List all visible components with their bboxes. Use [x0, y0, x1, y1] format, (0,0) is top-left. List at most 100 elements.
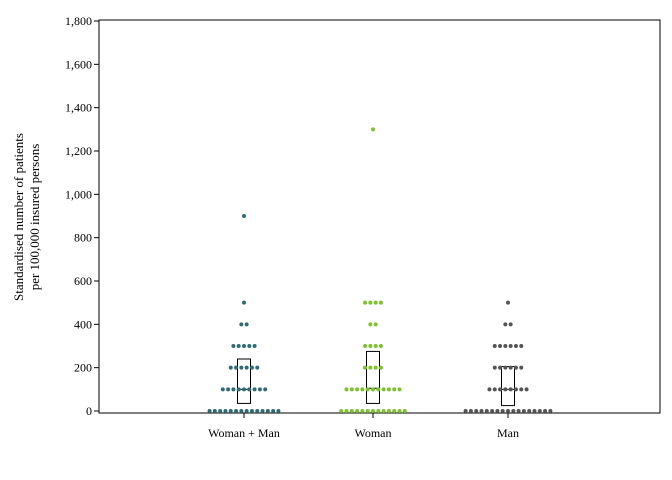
- data-point: [239, 322, 244, 327]
- data-point: [386, 387, 391, 392]
- data-point: [252, 387, 257, 392]
- data-point: [228, 409, 233, 413]
- data-point: [474, 409, 479, 413]
- data-point: [503, 322, 508, 327]
- data-point: [218, 409, 223, 413]
- y-tick-label: 200: [74, 361, 92, 375]
- data-point: [519, 387, 524, 392]
- data-point: [265, 409, 270, 413]
- data-point: [490, 409, 495, 413]
- data-point: [492, 344, 497, 348]
- data-point: [508, 365, 513, 370]
- series-group: [463, 300, 553, 413]
- data-point: [223, 409, 228, 413]
- data-point: [234, 365, 239, 370]
- data-point: [368, 300, 373, 305]
- data-point: [368, 322, 373, 327]
- data-point: [373, 344, 378, 348]
- data-point: [492, 387, 497, 392]
- data-point: [376, 387, 381, 392]
- y-tick-label: 1,200: [65, 144, 92, 158]
- data-point: [508, 322, 513, 327]
- data-point: [503, 344, 508, 348]
- data-point: [508, 344, 513, 348]
- data-point: [378, 344, 383, 348]
- data-point: [373, 300, 378, 305]
- x-category-label: Woman + Man: [208, 426, 280, 440]
- data-point: [242, 344, 246, 348]
- data-point: [402, 409, 407, 413]
- data-point: [373, 322, 378, 327]
- data-point: [537, 409, 542, 413]
- data-point: [392, 409, 397, 413]
- data-point: [506, 300, 510, 305]
- y-tick-label: 800: [74, 231, 92, 245]
- data-point: [355, 409, 360, 413]
- data-point: [516, 409, 521, 413]
- data-point: [463, 409, 468, 413]
- data-point: [498, 344, 503, 348]
- y-tick-label: 1,800: [65, 14, 92, 28]
- data-point: [500, 409, 505, 413]
- data-point: [344, 387, 349, 392]
- y-tick-label: 1,000: [65, 187, 92, 201]
- data-point: [548, 409, 553, 413]
- data-point: [239, 365, 244, 370]
- data-point: [226, 387, 231, 392]
- data-point: [381, 409, 386, 413]
- data-point: [519, 344, 524, 348]
- data-point: [260, 409, 265, 413]
- data-point: [231, 387, 236, 392]
- data-point: [231, 344, 236, 348]
- y-tick-label: 1,400: [65, 101, 92, 115]
- data-point: [519, 365, 524, 370]
- data-point: [363, 365, 368, 370]
- y-tick-label: 600: [74, 274, 92, 288]
- data-point: [228, 365, 233, 370]
- data-point: [220, 387, 225, 392]
- data-point: [236, 344, 241, 348]
- data-point: [513, 387, 518, 392]
- data-point: [479, 409, 484, 413]
- data-point: [373, 365, 378, 370]
- data-point: [468, 409, 473, 413]
- data-point: [503, 365, 508, 370]
- data-point: [242, 214, 246, 218]
- x-axis: Woman + Man Woman Man: [208, 413, 519, 440]
- plot-frame: [98, 19, 661, 414]
- data-point: [397, 409, 402, 413]
- data-point: [487, 387, 492, 392]
- data-point: [255, 409, 260, 413]
- data-point: [236, 387, 241, 392]
- y-axis-title-line-1: Standardised number of patients: [11, 133, 26, 301]
- data-point: [506, 409, 510, 413]
- data-point: [239, 409, 244, 413]
- data-point: [363, 344, 368, 348]
- data-point: [381, 387, 386, 392]
- data-point: [249, 365, 254, 370]
- data-point: [368, 344, 373, 348]
- data-point: [247, 387, 252, 392]
- series-layer: [207, 127, 553, 413]
- box-iqr: [366, 350, 380, 404]
- data-point: [212, 409, 217, 413]
- data-point: [255, 365, 260, 370]
- data-point: [365, 387, 370, 392]
- data-point: [532, 409, 537, 413]
- data-point: [244, 322, 249, 327]
- data-point: [513, 344, 518, 348]
- data-point: [360, 387, 365, 392]
- data-point: [524, 387, 529, 392]
- data-point: [521, 409, 526, 413]
- y-axis: 0 200 400 600 800 1,000 1,200 1,400 1,600 1,800: [65, 14, 99, 418]
- data-point: [492, 365, 497, 370]
- data-point: [360, 409, 365, 413]
- data-point: [349, 409, 354, 413]
- data-point: [371, 127, 375, 132]
- series-group: [339, 127, 407, 413]
- data-point: [349, 387, 354, 392]
- data-point: [355, 387, 360, 392]
- data-point: [339, 409, 344, 413]
- box-iqr: [501, 366, 515, 407]
- data-point: [368, 365, 373, 370]
